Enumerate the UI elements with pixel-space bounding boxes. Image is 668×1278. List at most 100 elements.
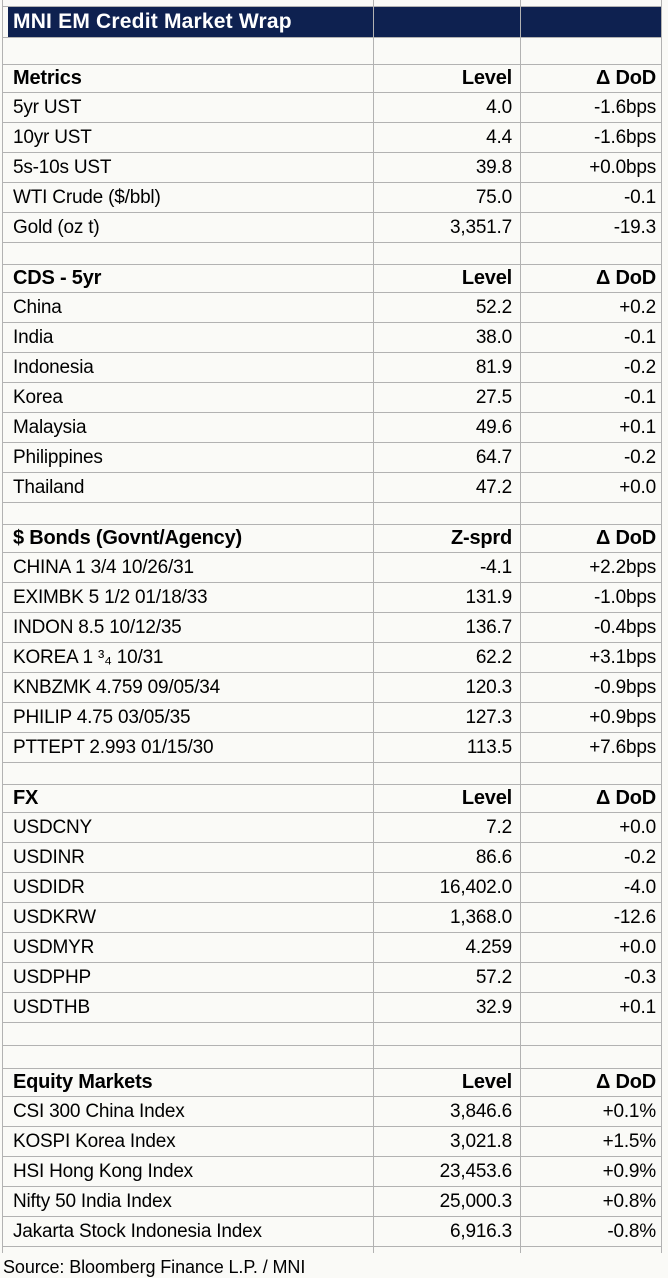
row-label: India <box>8 323 374 352</box>
section-header-row: $ Bonds (Govnt/Agency) Z-sprd Δ DoD <box>3 525 662 553</box>
row-label: KOSPI Korea Index <box>8 1127 374 1156</box>
row-delta: +1.5% <box>521 1127 662 1156</box>
row-label: INDON 8.5 10/12/35 <box>8 613 374 642</box>
row-value: 3,846.6 <box>374 1097 521 1126</box>
row-delta: +0.0 <box>521 473 662 502</box>
row-label: USDTHB <box>8 993 374 1022</box>
section-header-row: FX Level Δ DoD <box>3 785 662 813</box>
section-title: CDS - 5yr <box>8 265 374 292</box>
row-delta: +0.1 <box>521 413 662 442</box>
row-label: USDKRW <box>8 903 374 932</box>
row-value: 3,021.8 <box>374 1127 521 1156</box>
row-value: 127.3 <box>374 703 521 732</box>
row-label: USDMYR <box>8 933 374 962</box>
delta-column-header: Δ DoD <box>521 265 662 292</box>
row-label: EXIMBK 5 1/2 01/18/33 <box>8 583 374 612</box>
row-value: 4.4 <box>374 123 521 152</box>
empty-cell <box>521 1023 662 1045</box>
empty-cell <box>374 1046 521 1068</box>
row-delta: -0.3 <box>521 963 662 992</box>
gutter-cell <box>521 1247 662 1253</box>
section-title: FX <box>8 785 374 812</box>
row-value: 75.0 <box>374 183 521 212</box>
row-value: 86.6 <box>374 843 521 872</box>
row-value: 49.6 <box>374 413 521 442</box>
row-label: Nifty 50 India Index <box>8 1187 374 1216</box>
row-label: CSI 300 China Index <box>8 1097 374 1126</box>
row-label: Gold (oz t) <box>8 213 374 242</box>
spacer-row <box>3 1046 662 1069</box>
table-row: CSI 300 China Index 3,846.6 +0.1% <box>3 1097 662 1127</box>
table-row: PHILIP 4.75 03/05/35 127.3 +0.9bps <box>3 703 662 733</box>
gutter-cell <box>8 0 374 6</box>
row-label: 10yr UST <box>8 123 374 152</box>
table-row: USDIDR 16,402.0 -4.0 <box>3 873 662 903</box>
row-delta: +0.1% <box>521 1097 662 1126</box>
delta-column-header: Δ DoD <box>521 1069 662 1096</box>
table-row: Indonesia 81.9 -0.2 <box>3 353 662 383</box>
table-row: Thailand 47.2 +0.0 <box>3 473 662 503</box>
row-value: 64.7 <box>374 443 521 472</box>
empty-cell <box>8 38 374 64</box>
row-delta: -0.1 <box>521 323 662 352</box>
empty-cell <box>521 243 662 264</box>
table-sections: Metrics Level Δ DoD 5yr UST 4.0 -1.6bps … <box>3 38 662 1247</box>
row-delta: -0.4bps <box>521 613 662 642</box>
row-label: USDIDR <box>8 873 374 902</box>
empty-cell <box>8 1046 374 1068</box>
row-delta: +0.1 <box>521 993 662 1022</box>
table-row: Jakarta Stock Indonesia Index 6,916.3 -0… <box>3 1217 662 1247</box>
row-label: Thailand <box>8 473 374 502</box>
empty-cell <box>374 38 521 64</box>
row-label: Philippines <box>8 443 374 472</box>
row-delta: +7.6bps <box>521 733 662 762</box>
row-delta: -12.6 <box>521 903 662 932</box>
table-row: 10yr UST 4.4 -1.6bps <box>3 123 662 153</box>
row-delta: -0.9bps <box>521 673 662 702</box>
delta-column-header: Δ DoD <box>521 785 662 812</box>
top-gutter-row <box>3 0 662 7</box>
section-header-row: Metrics Level Δ DoD <box>3 65 662 93</box>
empty-cell <box>374 1023 521 1045</box>
row-value: 4.0 <box>374 93 521 122</box>
row-delta: -0.2 <box>521 843 662 872</box>
table-row: 5yr UST 4.0 -1.6bps <box>3 93 662 123</box>
row-label: KOREA 1 ³₄ 10/31 <box>8 643 374 672</box>
empty-cell <box>8 503 374 524</box>
row-delta: -4.0 <box>521 873 662 902</box>
table-row: KOREA 1 ³₄ 10/31 62.2 +3.1bps <box>3 643 662 673</box>
row-value: 23,453.6 <box>374 1157 521 1186</box>
row-value: 16,402.0 <box>374 873 521 902</box>
delta-column-header: Δ DoD <box>521 525 662 552</box>
title-filler-cell <box>521 7 662 37</box>
row-label: CHINA 1 3/4 10/26/31 <box>8 553 374 582</box>
row-label: 5s-10s UST <box>8 153 374 182</box>
table-row: USDMYR 4.259 +0.0 <box>3 933 662 963</box>
section-header-row: CDS - 5yr Level Δ DoD <box>3 265 662 293</box>
empty-cell <box>374 763 521 784</box>
value-column-header: Level <box>374 1069 521 1096</box>
table-row: China 52.2 +0.2 <box>3 293 662 323</box>
table-row: WTI Crude ($/bbl) 75.0 -0.1 <box>3 183 662 213</box>
row-label: PHILIP 4.75 03/05/35 <box>8 703 374 732</box>
row-delta: -1.6bps <box>521 123 662 152</box>
row-label: 5yr UST <box>8 93 374 122</box>
section-title: Equity Markets <box>8 1069 374 1096</box>
title-row: MNI EM Credit Market Wrap <box>3 7 662 38</box>
bottom-stub-row <box>3 1247 662 1253</box>
row-delta: -0.2 <box>521 353 662 382</box>
empty-cell <box>374 243 521 264</box>
value-column-header: Level <box>374 265 521 292</box>
row-value: 131.9 <box>374 583 521 612</box>
row-value: 38.0 <box>374 323 521 352</box>
value-column-header: Level <box>374 785 521 812</box>
gutter-cell <box>8 1247 374 1253</box>
gutter-cell <box>521 0 662 6</box>
table-row: PTTEPT 2.993 01/15/30 113.5 +7.6bps <box>3 733 662 763</box>
row-value: 62.2 <box>374 643 521 672</box>
spacer-row <box>3 503 662 525</box>
section-header-row: Equity Markets Level Δ DoD <box>3 1069 662 1097</box>
row-delta: +0.8% <box>521 1187 662 1216</box>
row-label: WTI Crude ($/bbl) <box>8 183 374 212</box>
empty-cell <box>8 243 374 264</box>
